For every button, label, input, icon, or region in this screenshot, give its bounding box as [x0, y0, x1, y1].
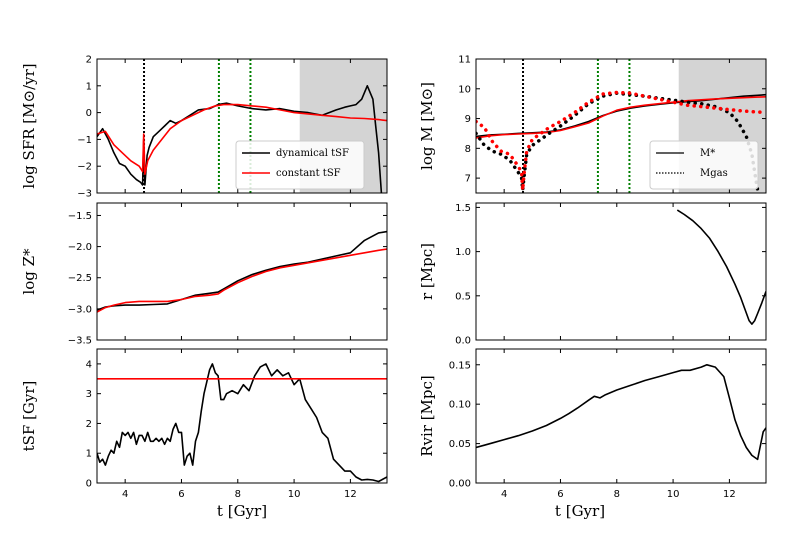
series-line-1	[476, 96, 766, 139]
xtick-label: 10	[667, 489, 680, 500]
ytick-label: −1	[77, 135, 92, 146]
ytick-label: −3.5	[68, 336, 92, 347]
ytick-label: 0.10	[449, 400, 471, 411]
legend-entry: Mgas	[700, 168, 728, 179]
x-axis-label-left: t [Gyr]	[217, 502, 267, 520]
ytick-label: −3	[77, 189, 92, 200]
series-line-1	[97, 103, 387, 175]
axes-frame	[96, 348, 388, 484]
axes-frame	[475, 202, 767, 341]
plot-area-t_sf	[97, 363, 387, 483]
ytick-label: 0.0	[455, 336, 471, 347]
ytick-label: −2	[77, 162, 92, 173]
legend-entry: constant tSF	[276, 168, 341, 179]
ytick-label: 0.15	[449, 360, 471, 371]
panel-r_vir: 0.00 0.05 0.10 0.15 4 6 8 10 12 Rvir [Mpc]	[418, 348, 767, 500]
y-axis-label: log M [M⊙]	[418, 82, 436, 170]
ytick-label: 1	[86, 449, 92, 460]
plot-area-r	[676, 209, 766, 325]
xtick-label: 8	[235, 489, 241, 500]
series-line-0	[676, 209, 766, 325]
ytick-label: −1.5	[68, 211, 92, 222]
xtick-label: 4	[501, 489, 507, 500]
xtick-label: 6	[557, 489, 563, 500]
axes-frame	[96, 202, 388, 341]
ytick-label: 0	[86, 479, 92, 490]
series-line-0	[97, 85, 383, 193]
ytick-label: 1.5	[455, 203, 471, 214]
ytick-label: 8	[465, 144, 471, 155]
series-line-0	[97, 230, 387, 311]
ytick-label: 2	[86, 55, 92, 66]
legend: M* Mgas	[649, 140, 759, 190]
series-line-1	[97, 248, 387, 313]
legend-entry: dynamical tSF	[276, 148, 349, 159]
y-axis-label: Rvir [Mpc]	[418, 375, 436, 457]
xtick-label: 12	[344, 489, 357, 500]
ytick-label: 9	[465, 114, 471, 125]
panel-log_sfr: −3 −2 −1 0 1 2 log SFR [M⊙/yr] dynamical tSF con…	[20, 55, 388, 200]
ytick-label: 2	[86, 419, 92, 430]
ytick-label: 0	[86, 108, 92, 119]
axes-frame	[96, 58, 388, 194]
x-axis-label-right: t [Gyr]	[555, 502, 605, 520]
ytick-label: 0.00	[449, 479, 471, 490]
legend-entry: M*	[700, 148, 715, 159]
panel-log_m: 7 8 9 10 11 log M [M⊙] M* Mgas	[418, 55, 767, 194]
y-axis-label: r [Mpc]	[418, 243, 436, 300]
xtick-label: 12	[723, 489, 736, 500]
ytick-label: 1.0	[455, 247, 471, 258]
series-line-3	[476, 90, 766, 192]
y-axis-label: tSF [Gyr]	[20, 381, 38, 452]
y-axis-label: log SFR [M⊙/yr]	[20, 63, 38, 188]
plot-area-log_m	[476, 59, 766, 193]
panel-log_z: −3.5 −3.0 −2.5 −2.0 −1.5 log Z*	[20, 202, 388, 347]
series-line-2	[476, 91, 760, 192]
ytick-label: 0.5	[455, 291, 471, 302]
legend: dynamical tSF constant tSF	[235, 140, 365, 190]
ytick-label: 3	[86, 389, 92, 400]
xtick-label: 4	[122, 489, 128, 500]
ytick-label: 7	[465, 174, 471, 185]
panel-r: 0.0 0.5 1.0 1.5 r [Mpc]	[418, 202, 767, 347]
y-axis-label: log Z*	[20, 248, 38, 295]
axes-frame	[475, 348, 767, 484]
plot-area-r_vir	[476, 363, 766, 461]
ytick-label: 1	[86, 81, 92, 92]
axes-frame	[475, 58, 767, 194]
ytick-label: 4	[86, 359, 92, 370]
ytick-label: 0.05	[449, 439, 471, 450]
ytick-label: −2.5	[68, 273, 92, 284]
series-line-0	[97, 363, 387, 483]
ytick-label: −2.0	[68, 242, 92, 253]
ytick-label: 11	[458, 55, 471, 66]
xtick-label: 8	[614, 489, 620, 500]
ytick-label: 10	[458, 84, 471, 95]
xtick-label: 10	[288, 489, 301, 500]
xtick-label: 6	[178, 489, 184, 500]
series-line-0	[476, 363, 766, 461]
plot-area-log_z	[97, 230, 387, 313]
ytick-label: −3.0	[68, 304, 92, 315]
